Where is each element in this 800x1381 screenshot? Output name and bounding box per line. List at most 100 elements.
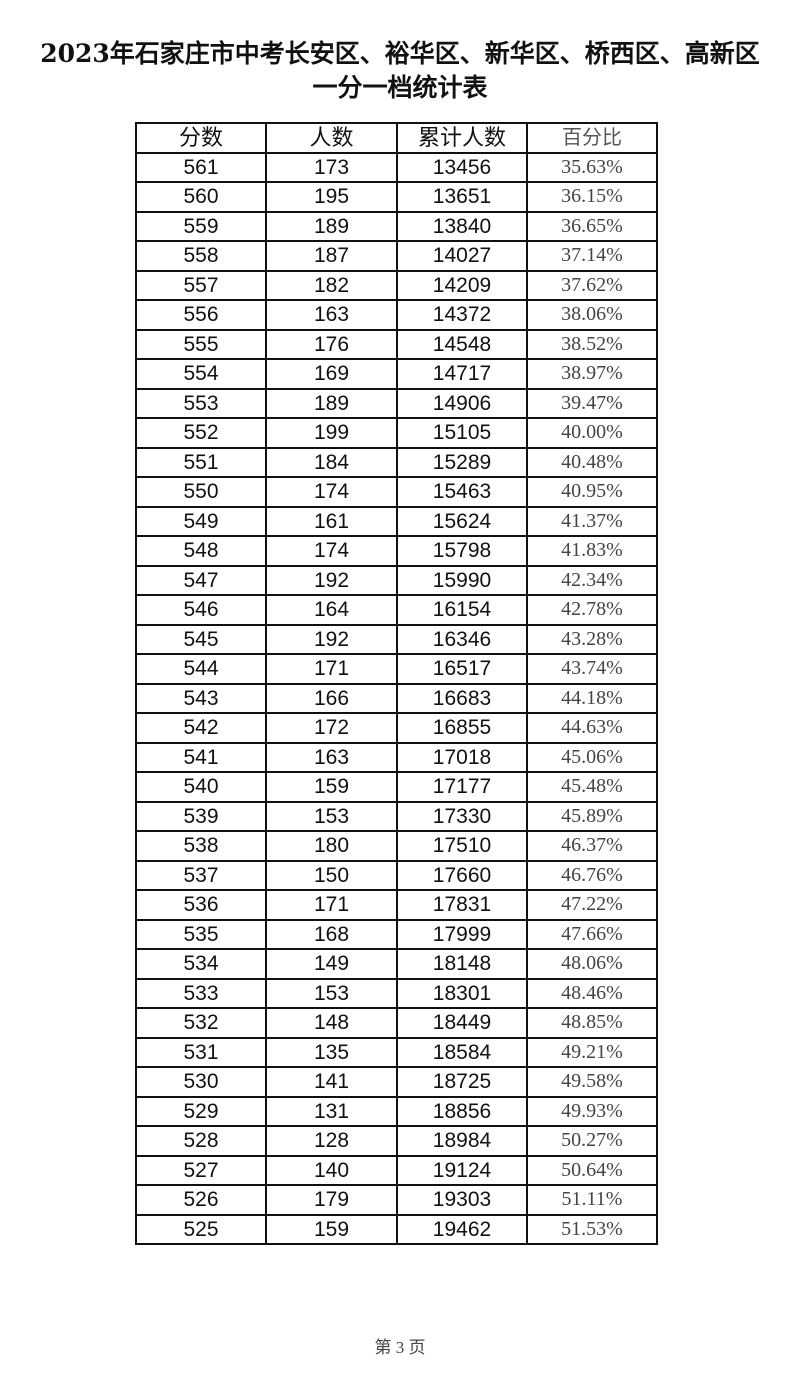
cell-score: 556 [135,299,267,331]
table-row: 530 141 18725 49.58% [135,1066,658,1098]
table-row: 526 179 19303 51.11% [135,1184,658,1216]
cell-score: 544 [135,653,267,685]
cell-cumulative: 17510 [396,830,528,862]
cell-percentage: 44.63% [526,712,658,744]
document-title-line-1: 2023年石家庄市中考长安区、裕华区、新华区、桥西区、高新区 [40,39,760,68]
cell-cumulative: 15289 [396,446,528,478]
cell-count: 195 [265,181,398,213]
cell-percentage: 49.58% [526,1066,658,1098]
cell-count: 189 [265,210,398,242]
table-row: 538 180 17510 46.37% [135,830,658,862]
table-row: 528 128 18984 50.27% [135,1125,658,1157]
cell-cumulative: 19303 [396,1184,528,1216]
cell-cumulative: 16346 [396,623,528,655]
table-row: 532 148 18449 48.85% [135,1007,658,1039]
cell-score: 560 [135,181,267,213]
cell-percentage: 35.63% [526,151,658,183]
cell-count: 164 [265,594,398,626]
cell-count: 163 [265,741,398,773]
cell-score: 553 [135,387,267,419]
table-row: 550 174 15463 40.95% [135,476,658,508]
cell-percentage: 50.27% [526,1125,658,1157]
table-row: 541 163 17018 45.06% [135,741,658,773]
table-body: 561 173 13456 35.63% 560 195 13651 36.15% 559 189… [135,151,658,1245]
cell-cumulative: 13651 [396,181,528,213]
cell-score: 545 [135,623,267,655]
cell-percentage: 51.11% [526,1184,658,1216]
cell-score: 550 [135,476,267,508]
table-row: 546 164 16154 42.78% [135,594,658,626]
cell-cumulative: 18301 [396,977,528,1009]
cell-percentage: 46.76% [526,859,658,891]
cell-percentage: 40.95% [526,476,658,508]
cell-score: 539 [135,800,267,832]
table-row: 545 192 16346 43.28% [135,623,658,655]
cell-score: 542 [135,712,267,744]
table-row: 549 161 15624 41.37% [135,505,658,537]
cell-cumulative: 16517 [396,653,528,685]
header-count: 人数 [265,122,398,154]
cell-cumulative: 17831 [396,889,528,921]
cell-cumulative: 15463 [396,476,528,508]
table-row: 558 187 14027 37.14% [135,240,658,272]
cell-cumulative: 13456 [396,151,528,183]
cell-percentage: 42.78% [526,594,658,626]
cell-score: 543 [135,682,267,714]
document-title-line-2: 一分一档统计表 [312,73,488,102]
cell-count: 163 [265,299,398,331]
cell-count: 153 [265,800,398,832]
table-row: 537 150 17660 46.76% [135,859,658,891]
cell-cumulative: 16855 [396,712,528,744]
cell-score: 555 [135,328,267,360]
table-row: 543 166 16683 44.18% [135,682,658,714]
cell-percentage: 49.93% [526,1095,658,1127]
cell-percentage: 40.48% [526,446,658,478]
cell-count: 182 [265,269,398,301]
cell-percentage: 45.89% [526,800,658,832]
cell-score: 551 [135,446,267,478]
cell-cumulative: 14717 [396,358,528,390]
cell-score: 541 [135,741,267,773]
cell-score: 546 [135,594,267,626]
cell-score: 537 [135,859,267,891]
table-row: 548 174 15798 41.83% [135,535,658,567]
cell-count: 141 [265,1066,398,1098]
table-row: 531 135 18584 49.21% [135,1036,658,1068]
cell-cumulative: 17018 [396,741,528,773]
cell-percentage: 41.37% [526,505,658,537]
cell-cumulative: 16154 [396,594,528,626]
table-row: 535 168 17999 47.66% [135,918,658,950]
cell-score: 529 [135,1095,267,1127]
cell-count: 168 [265,918,398,950]
cell-cumulative: 15798 [396,535,528,567]
cell-cumulative: 14906 [396,387,528,419]
cell-count: 176 [265,328,398,360]
cell-score: 549 [135,505,267,537]
cell-cumulative: 13840 [396,210,528,242]
cell-percentage: 38.06% [526,299,658,331]
table-row: 544 171 16517 43.74% [135,653,658,685]
cell-count: 179 [265,1184,398,1216]
cell-count: 174 [265,476,398,508]
cell-cumulative: 18148 [396,948,528,980]
cell-cumulative: 15624 [396,505,528,537]
header-score: 分数 [135,122,267,154]
cell-cumulative: 19124 [396,1154,528,1186]
cell-cumulative: 16683 [396,682,528,714]
cell-score: 533 [135,977,267,1009]
cell-count: 159 [265,771,398,803]
cell-percentage: 49.21% [526,1036,658,1068]
cell-count: 171 [265,889,398,921]
cell-percentage: 45.48% [526,771,658,803]
table-header-row: 分数 人数 累计人数 百分比 [135,122,658,154]
cell-percentage: 46.37% [526,830,658,862]
cell-cumulative: 17999 [396,918,528,950]
cell-score: 538 [135,830,267,862]
table-row: 561 173 13456 35.63% [135,151,658,183]
cell-count: 166 [265,682,398,714]
cell-cumulative: 18584 [396,1036,528,1068]
cell-score: 548 [135,535,267,567]
cell-count: 135 [265,1036,398,1068]
cell-count: 149 [265,948,398,980]
cell-score: 554 [135,358,267,390]
